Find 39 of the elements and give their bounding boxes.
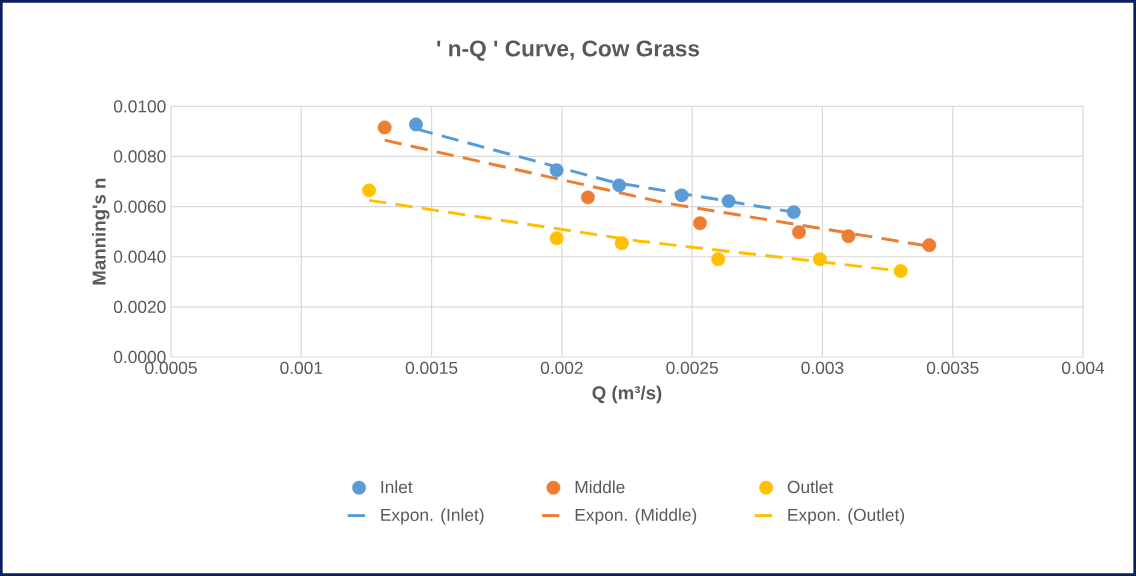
point xyxy=(549,163,564,178)
x-tick-label: 0.001 xyxy=(280,361,323,374)
point xyxy=(893,264,908,278)
point xyxy=(711,252,726,267)
point xyxy=(786,205,801,220)
point xyxy=(721,194,736,209)
x-tick-label: 0.0025 xyxy=(666,361,718,374)
point xyxy=(792,225,806,240)
point xyxy=(549,231,564,246)
point xyxy=(612,178,627,193)
legend-label: Outlet xyxy=(787,480,834,494)
point xyxy=(377,120,392,135)
point xyxy=(362,183,376,198)
legend-label: Middle xyxy=(575,480,625,494)
y-tick-label: 0.0060 xyxy=(113,200,166,213)
point xyxy=(693,216,707,231)
y-axis-title: Manning's n xyxy=(91,178,110,285)
x-tick-label: 0.0015 xyxy=(405,361,458,374)
y-tick-label: 0.0080 xyxy=(113,150,166,163)
point xyxy=(614,236,629,251)
x-tick-label: 0.004 xyxy=(1061,361,1105,374)
y-tick-label: 0.0020 xyxy=(113,300,166,313)
legend-label: Inlet xyxy=(381,480,413,494)
point xyxy=(922,238,937,253)
point xyxy=(409,117,423,132)
point xyxy=(841,229,856,244)
y-tick-label: 0.0040 xyxy=(113,250,166,263)
point xyxy=(674,188,689,203)
chart-title: ' n-Q ' Curve, Cow Grass xyxy=(437,40,700,61)
x-axis-title: Q (m³/s) xyxy=(592,385,662,404)
y-tick-label: 0.0100 xyxy=(113,100,166,113)
x-tick-label: 0.003 xyxy=(801,361,844,374)
x-tick-label: 0.0035 xyxy=(926,361,979,374)
legend-label: Expon. (Inlet) xyxy=(381,508,484,525)
x-tick-label: 0.002 xyxy=(540,361,583,374)
legend-label: Expon. (Outlet) xyxy=(788,508,905,525)
point xyxy=(580,190,595,205)
point xyxy=(812,252,827,267)
legend-label: Expon. (Middle) xyxy=(575,508,697,525)
